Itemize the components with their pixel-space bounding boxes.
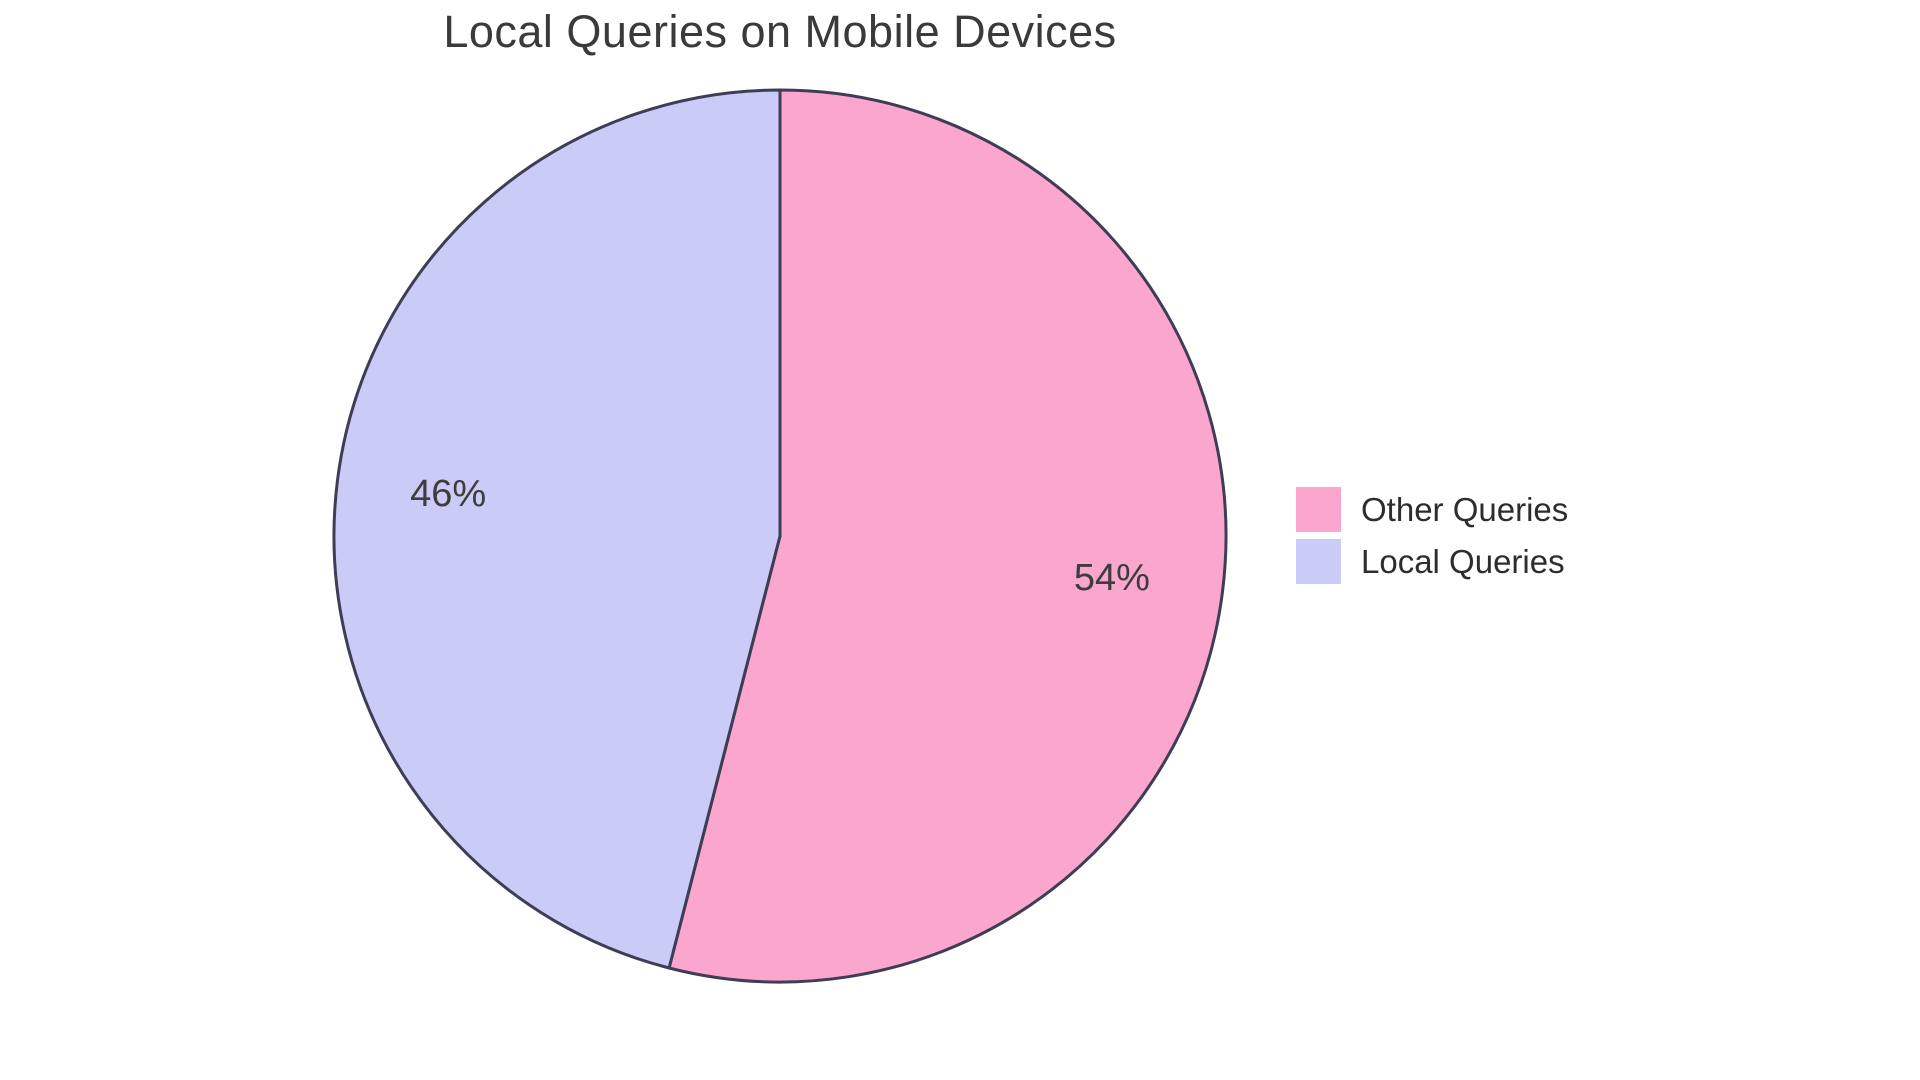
slice-label-other-queries: 54% bbox=[1074, 557, 1150, 599]
chart-title: Local Queries on Mobile Devices bbox=[443, 6, 1117, 57]
legend-label-local-queries: Local Queries bbox=[1361, 542, 1565, 580]
pie-slice-other-queries bbox=[667, 88, 1228, 984]
legend-swatch-other-queries bbox=[1296, 487, 1341, 532]
slice-label-local-queries: 46% bbox=[410, 473, 486, 515]
legend-swatch-local-queries bbox=[1296, 539, 1341, 584]
legend-item-other-queries: Other Queries bbox=[1296, 487, 1568, 532]
pie-slice-local-queries bbox=[332, 88, 782, 970]
legend: Other Queries Local Queries bbox=[1296, 487, 1568, 584]
legend-item-local-queries: Local Queries bbox=[1296, 539, 1568, 584]
legend-label-other-queries: Other Queries bbox=[1361, 490, 1569, 528]
